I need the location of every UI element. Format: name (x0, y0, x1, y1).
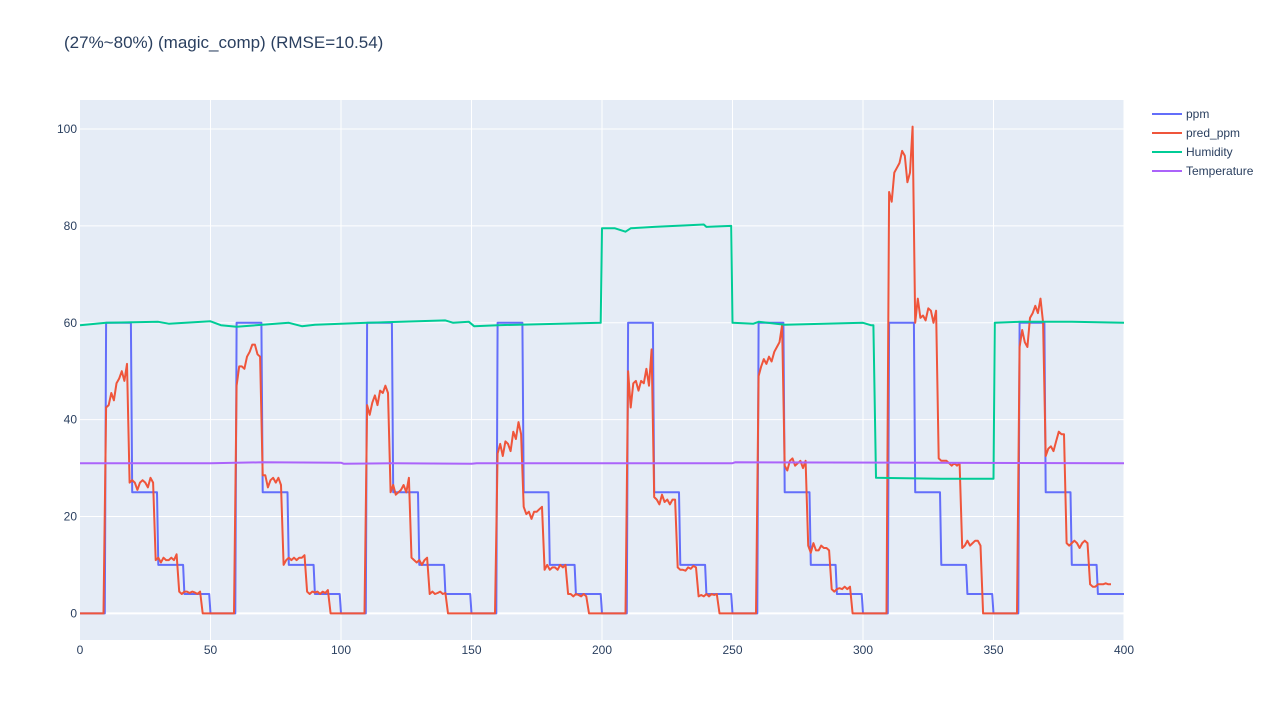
legend-label: Humidity (1186, 145, 1233, 159)
series-line-pred-ppm[interactable] (80, 125, 1111, 615)
x-tick-label: 250 (722, 643, 742, 657)
legend[interactable]: ppm pred_ppm Humidity Temperature (1152, 107, 1254, 178)
series-line-ppm[interactable] (80, 321, 1124, 615)
y-tick-label: 20 (64, 510, 78, 524)
legend-label: Temperature (1186, 164, 1254, 178)
x-tick-label: 350 (983, 643, 1003, 657)
y-tick-label: 0 (70, 606, 77, 620)
x-tick-label: 300 (853, 643, 873, 657)
y-axis-ticks: 0 20 40 60 80 100 (57, 122, 77, 620)
y-tick-label: 60 (64, 316, 78, 330)
legend-label: ppm (1186, 107, 1209, 121)
legend-item-ppm[interactable]: ppm (1152, 107, 1209, 121)
legend-label: pred_ppm (1186, 126, 1240, 140)
y-tick-label: 80 (64, 219, 78, 233)
legend-item-temperature[interactable]: Temperature (1152, 164, 1254, 178)
y-tick-label: 40 (64, 413, 78, 427)
x-tick-label: 400 (1114, 643, 1134, 657)
x-tick-label: 0 (77, 643, 84, 657)
legend-item-pred-ppm[interactable]: pred_ppm (1152, 126, 1240, 140)
legend-item-humidity[interactable]: Humidity (1152, 145, 1233, 159)
series-line-humidity[interactable] (79, 223, 1125, 480)
x-tick-label: 200 (592, 643, 612, 657)
y-tick-label: 100 (57, 122, 77, 136)
series-line-temperature[interactable] (80, 461, 1125, 465)
x-tick-label: 150 (461, 643, 481, 657)
x-axis-ticks: 0 50 100 150 200 250 300 350 400 (77, 643, 1135, 657)
series-lines (79, 125, 1125, 615)
x-tick-label: 50 (204, 643, 218, 657)
chart-title: (27%~80%) (magic_comp) (RMSE=10.54) (64, 33, 384, 52)
x-tick-label: 100 (331, 643, 351, 657)
